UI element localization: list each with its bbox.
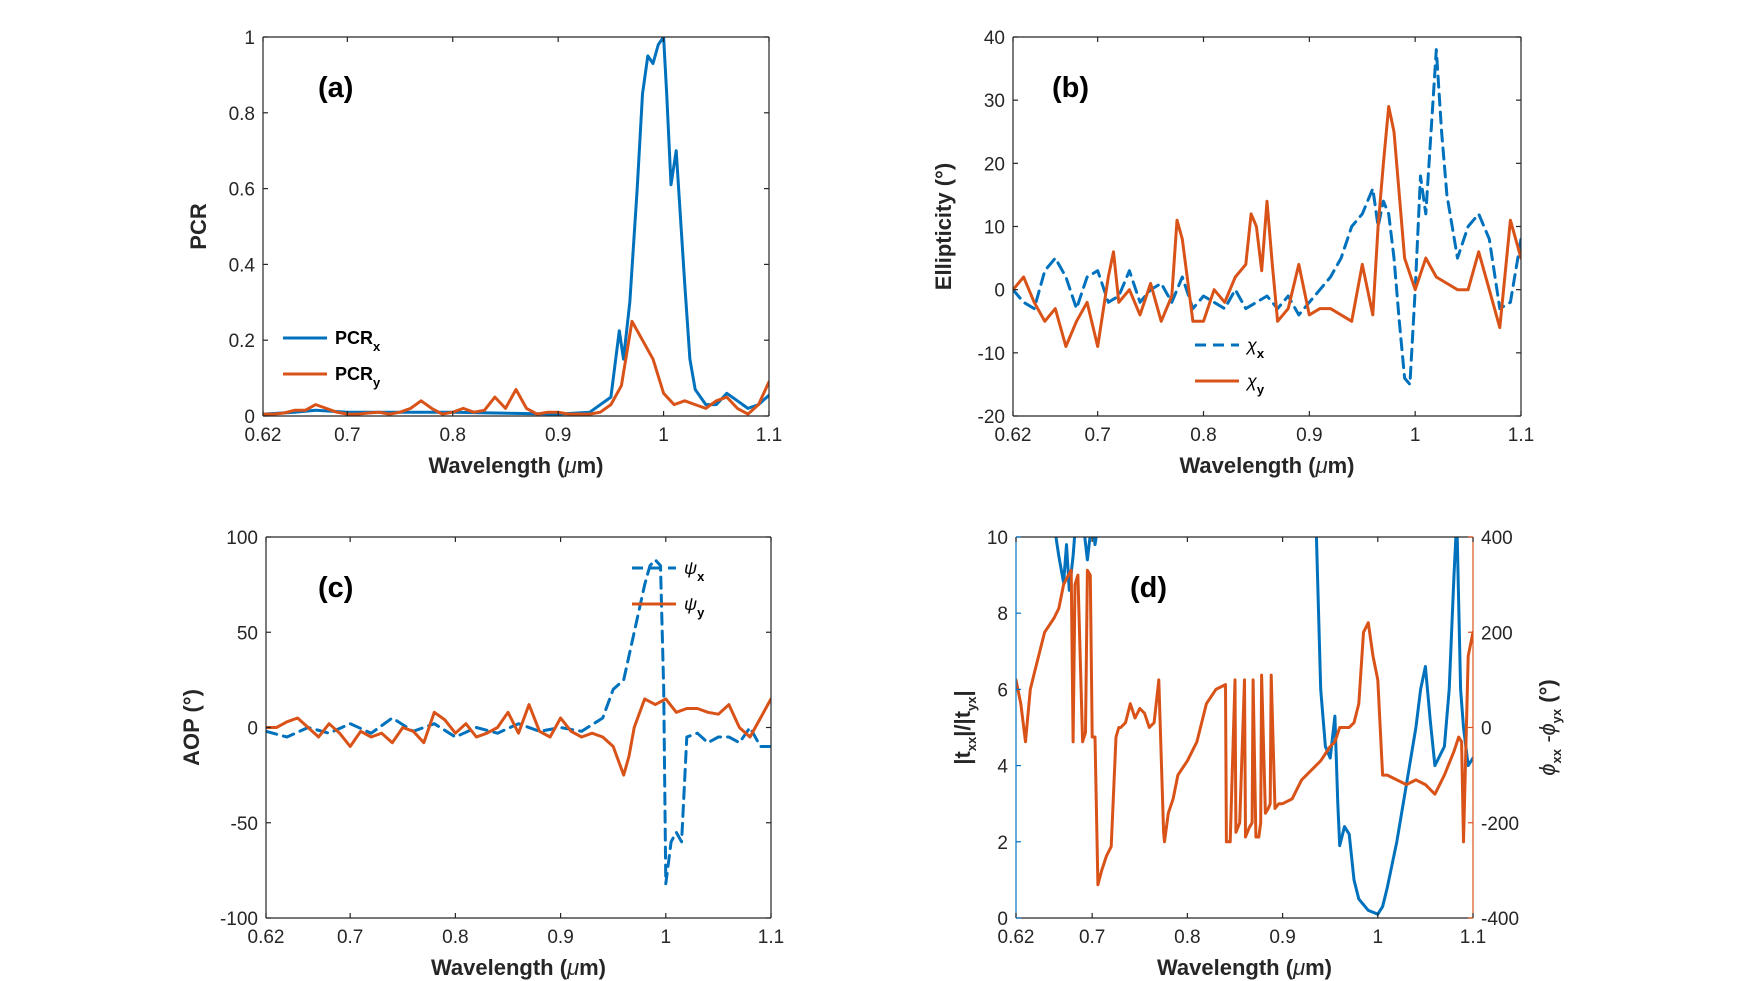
subplot-c: 0.62 0.7 0.8 0.9 1 1.1 -100 -50 0 50 100 Wavelength…	[179, 528, 784, 980]
y-tick-label: 10	[984, 218, 1005, 239]
x-axis-label: Wavelength (μm)	[431, 955, 606, 980]
x-tick-label: 0.62	[245, 425, 282, 446]
x-tick-label: 0.9	[1269, 927, 1295, 948]
plot-area	[1013, 48, 1521, 386]
x-tick-label: 1	[1410, 425, 1421, 446]
legend-label: PCRx	[335, 328, 381, 354]
y-tick-label: 0.4	[229, 255, 256, 276]
x-tick-label: 0.8	[440, 425, 466, 446]
y-tick-label: 0	[994, 281, 1005, 302]
y-tick-label: 0.8	[229, 104, 255, 125]
y-axis-label-right: ϕxx -ϕyx (°)	[1535, 679, 1564, 775]
x-axis-label: Wavelength (μm)	[1157, 955, 1332, 980]
y-tick-label: 0	[247, 719, 258, 740]
x-tick-label: 0.8	[1190, 425, 1216, 446]
y-tick-label-right: 0	[1481, 719, 1492, 740]
x-tick-label: 0.9	[547, 927, 573, 948]
x-tick-label: 1.1	[1460, 927, 1486, 948]
plot-area	[1016, 537, 1473, 916]
x-tick-label: 0.8	[1174, 927, 1200, 948]
y-tick-label: 0.6	[229, 180, 255, 201]
legend-label: ψx	[684, 558, 705, 584]
y-axis-label: PCR	[186, 203, 211, 250]
series-line-blue-1	[1314, 537, 1473, 916]
legend-label: ψy	[684, 594, 705, 620]
series-line-x-0	[266, 558, 771, 886]
x-tick-label: 0.8	[442, 927, 468, 948]
y-axis-label-left: |txx|/|tyx|	[950, 690, 979, 764]
y-tick-label: 2	[997, 833, 1008, 854]
x-tick-label: 0.62	[998, 927, 1035, 948]
y-tick-label: 20	[984, 154, 1005, 175]
x-tick-label: 0.9	[1296, 425, 1322, 446]
series-line-y-1	[266, 697, 771, 777]
subplot-d: 0.62 0.7 0.8 0.9 1 1.1 0 2 4 6 8 10 -400 -200 0 200 400 W…	[950, 528, 1564, 980]
x-axis-label: Wavelength (μm)	[1179, 453, 1354, 478]
panel-label: (d)	[1130, 572, 1167, 604]
x-tick-label: 0.7	[1084, 425, 1110, 446]
x-tick-label: 1	[658, 425, 669, 446]
legend-label: PCRy	[335, 364, 381, 390]
series-line-orange-2	[1016, 568, 1473, 887]
y-tick-label-right: -400	[1481, 909, 1519, 930]
x-tick-label: 0.9	[545, 425, 571, 446]
y-tick-label: -100	[220, 909, 258, 930]
x-tick-label: 0.62	[995, 425, 1032, 446]
y-tick-label: 0.2	[229, 331, 255, 352]
y-tick-label: -20	[978, 407, 1005, 428]
y-tick-label-right: 200	[1481, 623, 1513, 644]
y-tick-label: 4	[997, 757, 1008, 778]
legend: χx χy	[1195, 335, 1265, 397]
legend-label: χy	[1245, 371, 1265, 397]
subplot-b: 0.62 0.7 0.8 0.9 1 1.1 -20 -10 0 10 20 30 40 Waveleng…	[931, 28, 1534, 478]
x-tick-label: 0.7	[337, 927, 363, 948]
series-line-blue-0	[1054, 537, 1098, 592]
y-tick-label: 40	[984, 28, 1005, 49]
x-tick-label: 0.62	[248, 927, 285, 948]
plot-area	[266, 558, 771, 886]
x-tick-label: 1	[1373, 927, 1384, 948]
y-tick-label-right: 400	[1481, 528, 1513, 549]
y-tick-label: 0	[244, 407, 255, 428]
x-tick-label: 1.1	[756, 425, 782, 446]
y-tick-label-right: -200	[1481, 814, 1519, 835]
x-tick-label: 0.7	[334, 425, 360, 446]
y-tick-label: 100	[226, 528, 258, 549]
y-tick-label: 30	[984, 91, 1005, 112]
y-tick-label: 8	[997, 604, 1008, 625]
y-tick-label: -50	[231, 814, 258, 835]
x-tick-label: 1.1	[758, 927, 784, 948]
y-tick-label: 50	[237, 623, 258, 644]
x-tick-label: 0.7	[1079, 927, 1105, 948]
legend: ψx ψy	[632, 558, 705, 620]
y-axis-label: Ellipticity (°)	[931, 163, 956, 290]
series-line-x-0	[1013, 48, 1521, 386]
y-tick-label: 1	[244, 28, 255, 49]
y-tick-label: 6	[997, 680, 1008, 701]
x-tick-label: 1.1	[1508, 425, 1534, 446]
panel-label: (b)	[1052, 72, 1089, 104]
y-tick-label: 10	[987, 528, 1008, 549]
y-tick-label: 0	[997, 909, 1008, 930]
y-axis-label: AOP (°)	[179, 689, 204, 766]
panel-label: (c)	[318, 572, 353, 604]
series-line-y-1	[1013, 105, 1521, 348]
panel-label: (a)	[318, 72, 353, 104]
x-tick-label: 1	[661, 927, 672, 948]
legend-label: χx	[1245, 335, 1265, 361]
legend: PCRx PCRy	[283, 328, 381, 390]
y-tick-label: -10	[978, 344, 1005, 365]
x-axis-label: Wavelength (μm)	[428, 453, 603, 478]
subplot-a: 0.62 0.7 0.8 0.9 1 1.1 0 0.2 0.4 0.6 0.8 1 Wavelengt…	[186, 28, 782, 478]
